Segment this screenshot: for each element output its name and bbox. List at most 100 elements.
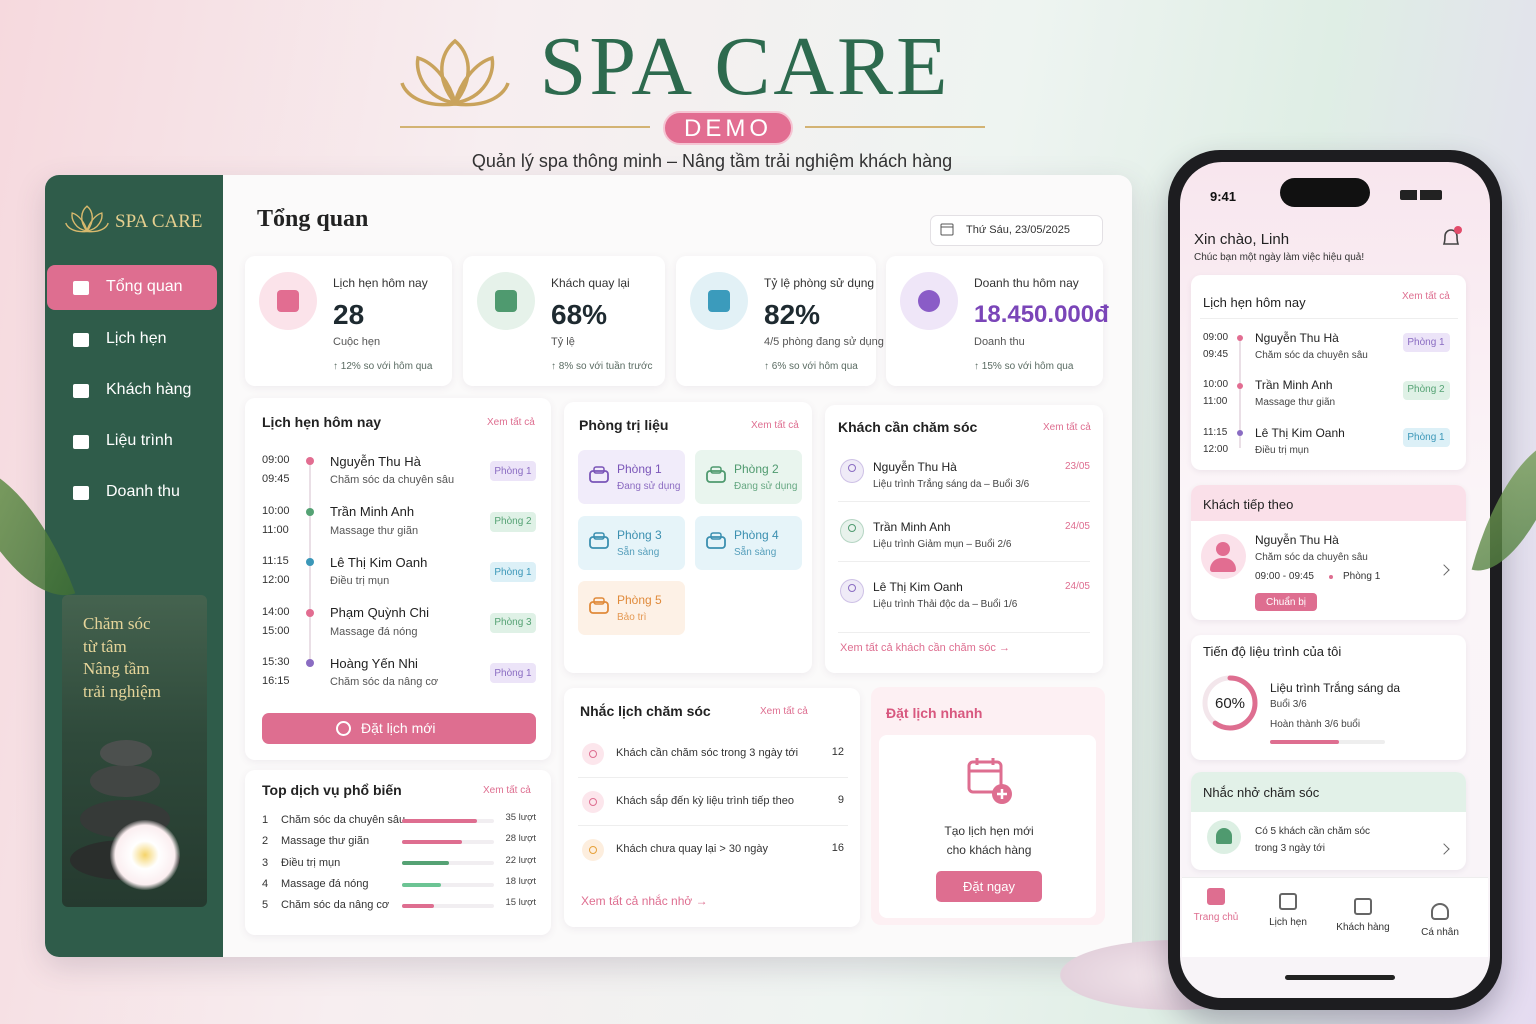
service-rank: 1 (262, 814, 269, 827)
dynamic-island (1280, 178, 1370, 207)
menu-item[interactable]: Tổng quan (106, 278, 183, 296)
room-badge (1403, 428, 1450, 447)
gold-line (400, 126, 650, 128)
room-tile[interactable] (578, 581, 685, 635)
nav-icon[interactable] (1207, 888, 1225, 905)
menu-icon-svg (73, 384, 89, 398)
demo-badge (663, 111, 793, 145)
gold-line (805, 126, 985, 128)
new-appt-button[interactable] (262, 713, 536, 744)
service-count: 15 lượt (505, 896, 536, 908)
room-status: Sẵn sàng (734, 546, 777, 558)
menu-item[interactable]: Lịch hẹn (106, 330, 167, 348)
menu-icon-svg (73, 435, 89, 449)
appt-end: 12:00 (262, 574, 290, 587)
promo-stone (90, 765, 160, 797)
room-icon-svg (589, 597, 609, 614)
greeting-subtitle: Chúc bạn một ngày làm việc hiệu quả! (1194, 251, 1365, 263)
customer-plan: Liệu trình Trắng sáng da – Buổi 3/6 (873, 478, 1030, 490)
see-all-link[interactable]: Xem tất cả (760, 705, 808, 717)
see-all-link[interactable]: Xem tất cả (487, 416, 535, 428)
nav-label[interactable]: Lịch hẹn (1269, 916, 1307, 928)
reminders-footer-link[interactable]: Xem tất cả nhắc nhở → (581, 893, 708, 908)
date-text: Thứ Sáu, 23/05/2025 (966, 224, 1070, 237)
divider (838, 632, 1090, 633)
next-time: 09:00 - 09:45 (1255, 570, 1314, 582)
nav-icon[interactable] (1354, 898, 1372, 915)
card-title: Tiến độ liệu trình của tôi (1203, 643, 1342, 659)
appt-start: 15:30 (262, 656, 290, 669)
customer-name: Nguyễn Thu Hà (873, 459, 957, 474)
room-badge (490, 562, 536, 582)
card-title: Nhắc lịch chăm sóc (580, 703, 711, 720)
promo-flower (110, 820, 180, 890)
quick-button-label[interactable]: Đặt ngay (962, 878, 1016, 894)
appt-start: 11:15 (1203, 426, 1228, 438)
nav-label[interactable]: Trang chủ (1193, 911, 1239, 923)
stat-change: ↑ 8% so với tuần trước (551, 360, 653, 372)
appt-service: Chăm sóc da chuyên sâu (1255, 349, 1368, 361)
room-status: Đang sử dụng (734, 480, 798, 492)
room-tile[interactable] (695, 450, 802, 504)
reminder-text: Khách cần chăm sóc trong 3 ngày tới (616, 747, 799, 760)
menu-item[interactable]: Doanh thu (106, 483, 180, 501)
lotus-icon (400, 38, 510, 108)
stat-unit: 4/5 phòng đang sử dụng (764, 336, 884, 349)
nav-label[interactable]: Khách hàng (1336, 921, 1390, 933)
reminder-icon-dot (589, 798, 597, 806)
menu-icon (70, 328, 92, 350)
customer-plan: Liệu trình Giảm mụn – Buổi 2/6 (873, 538, 1012, 550)
see-all-link[interactable]: Xem tất cả (1402, 290, 1450, 302)
bar-track (402, 882, 494, 887)
sidebar-brand: SPA CARE (115, 211, 203, 233)
bullet (1329, 575, 1333, 579)
stat-value: 68% (551, 298, 608, 330)
timeline-dot (306, 457, 314, 465)
service-name: Điều trị mụn (281, 856, 341, 869)
progress-plan: Liệu trình Trắng sáng da (1270, 680, 1401, 695)
room-icon (705, 530, 727, 552)
appt-name: Lê Thị Kim Oanh (330, 554, 428, 570)
new-appt-label[interactable]: Đặt lịch mới (361, 720, 436, 737)
customer-plan: Liệu trình Thải độc da – Buổi 1/6 (873, 598, 1018, 610)
date-picker[interactable] (930, 215, 1103, 246)
menu-icon (70, 276, 92, 298)
room-tile[interactable] (578, 450, 685, 504)
stat-label: Khách quay lại (551, 275, 630, 290)
room-tile[interactable] (578, 516, 685, 570)
service-bar (402, 819, 478, 823)
nav-icon[interactable] (1431, 903, 1449, 920)
promo-stone (100, 740, 152, 766)
room-badge (490, 663, 536, 683)
room-tile[interactable] (695, 516, 802, 570)
nav-label[interactable]: Cá nhân (1421, 926, 1459, 938)
see-all-link[interactable]: Xem tất cả (483, 784, 531, 796)
appt-start: 09:00 (1203, 331, 1229, 343)
timeline-dot (1237, 335, 1243, 341)
quick-button[interactable] (936, 871, 1042, 902)
menu-icon (70, 481, 92, 503)
appt-service: Điều trị mụn (1255, 444, 1309, 456)
service-bar (402, 840, 463, 845)
room-badge-label: Phòng 1 (494, 667, 532, 679)
service-bar (402, 903, 435, 908)
service-rank: 2 (262, 835, 269, 848)
menu-item[interactable]: Liệu trình (106, 432, 173, 450)
see-all-link[interactable]: Xem tất cả (751, 419, 799, 431)
card (245, 770, 551, 935)
appt-end: 09:45 (1203, 348, 1229, 360)
appt-name: Trần Minh Anh (1255, 378, 1333, 393)
room-icon-svg (706, 532, 726, 549)
bell-icon (1438, 225, 1464, 251)
nav-icon[interactable] (1279, 893, 1297, 910)
see-all-link[interactable]: Xem tất cả (1043, 421, 1091, 433)
menu-item[interactable]: Khách hàng (106, 381, 192, 399)
calendar-icon (940, 222, 954, 236)
appt-end: 15:00 (262, 624, 290, 637)
divider (1200, 318, 1458, 319)
appt-name: Nguyễn Thu Hà (330, 453, 421, 469)
room-badge-label: Phòng 1 (1407, 336, 1445, 348)
bell-icon-svg (1442, 226, 1462, 245)
customers-footer-link[interactable]: Xem tất cả khách cần chăm sóc → (840, 642, 1010, 655)
menu-icon-svg (73, 281, 89, 295)
